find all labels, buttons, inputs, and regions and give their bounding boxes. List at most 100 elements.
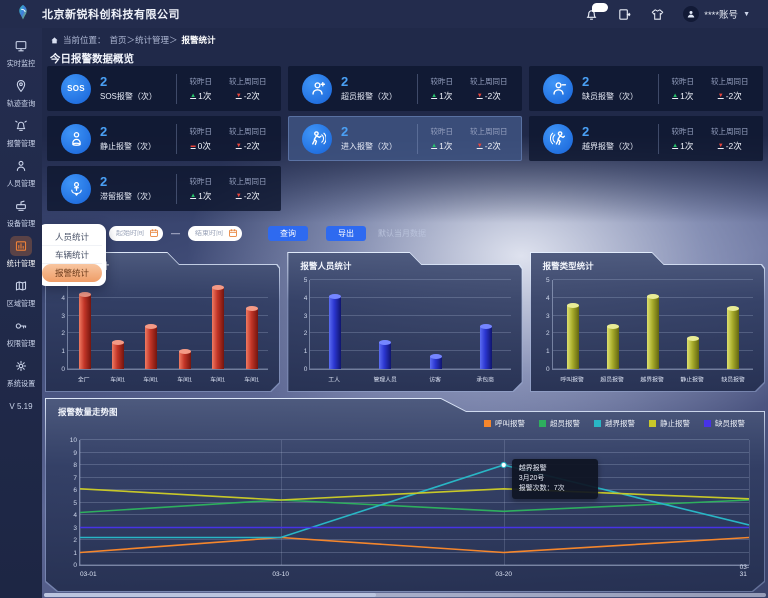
device-icon bbox=[10, 196, 32, 216]
bar-plot: 0 1 2 3 4 bbox=[61, 280, 269, 373]
legend-item-呼叫报警[interactable]: 呼叫报警 bbox=[484, 418, 525, 429]
gridline bbox=[80, 489, 749, 490]
compare-day-label: 较昨日 bbox=[430, 126, 454, 136]
compare-week-label: 较上周同日 bbox=[711, 76, 749, 86]
sidebar-item-label: 统计管理 bbox=[6, 259, 36, 268]
gridline bbox=[280, 440, 282, 565]
trend-up-icon bbox=[190, 93, 196, 99]
x-tick-label: 车间1 bbox=[143, 377, 159, 384]
sidebar-item-区域管理[interactable]: 区域管理 bbox=[0, 276, 42, 309]
compare-week-label: 较上周同日 bbox=[470, 126, 508, 136]
y-tick-label: 1 bbox=[303, 348, 308, 356]
scrollbar-thumb[interactable] bbox=[44, 593, 377, 597]
legend-item-超员报警[interactable]: 超员报警 bbox=[539, 418, 580, 429]
stat-card[interactable]: 2 静止报警（次） 较昨日 0次 较上周同日 -2次 bbox=[47, 116, 281, 161]
trend-flat-icon bbox=[191, 143, 196, 149]
trend-up-icon bbox=[672, 143, 678, 149]
bar-车间1 bbox=[112, 340, 125, 369]
tooltip-title: 越界报警 bbox=[518, 465, 547, 472]
gridline bbox=[68, 350, 269, 352]
sidebar-item-人员管理[interactable]: 人员管理 bbox=[0, 156, 42, 189]
sidebar-item-设备管理[interactable]: 设备管理 bbox=[0, 196, 42, 229]
trend-down-icon bbox=[236, 193, 242, 199]
stat-card[interactable]: 2 超员报警（次） 较昨日 1次 较上周同日 -2次 bbox=[288, 66, 522, 111]
trend-down-icon bbox=[236, 143, 242, 149]
compare-week-label: 较上周同日 bbox=[229, 176, 267, 186]
stat-card[interactable]: 2 滞留报警（次） 较昨日 1次 较上周同日 -2次 bbox=[47, 166, 281, 211]
legend-label: 呼叫报警 bbox=[495, 419, 525, 428]
sidebar-item-轨迹查询[interactable]: 轨迹查询 bbox=[0, 76, 42, 109]
compare-week-label: 较上周同日 bbox=[470, 76, 508, 86]
dropdown-item-人员统计[interactable]: 人员统计 bbox=[42, 228, 102, 246]
query-button[interactable]: 查询 bbox=[268, 225, 309, 241]
sidebar-item-报警管理[interactable]: 报警管理 bbox=[0, 116, 42, 149]
y-tick-label: 0 bbox=[546, 366, 550, 373]
account-menu[interactable]: ****账号 ▼ bbox=[683, 6, 750, 22]
filter-bar: 时间段查询： — 查询 导出 默认当月数据 bbox=[50, 225, 760, 241]
horizontal-scrollbar[interactable] bbox=[44, 593, 766, 597]
y-tick-label: 4 bbox=[303, 294, 308, 302]
compare-day-value: 1次 bbox=[672, 90, 693, 102]
person-stay-icon bbox=[61, 173, 91, 204]
log-panel-icon[interactable] bbox=[617, 7, 632, 22]
card-value: 2 bbox=[341, 124, 349, 139]
y-tick-label: 5 bbox=[73, 499, 77, 507]
legend-item-静止报警[interactable]: 静止报警 bbox=[649, 418, 690, 429]
stat-card[interactable]: 2 缺员报警（次） 较昨日 1次 较上周同日 -2次 bbox=[529, 66, 763, 111]
chart-title: 报警数量走势图 bbox=[58, 407, 118, 417]
main-content: 当前位置： 首页＞统计管理＞ 报警统计 今日报警数据概览 SOS 2 SOS报警（次） 较… bbox=[38, 28, 768, 598]
stat-card[interactable]: 2 越界报警（次） 较昨日 1次 较上周同日 -2次 bbox=[529, 116, 763, 161]
y-tick-label: 4 bbox=[546, 294, 550, 302]
bar-车间1 bbox=[212, 285, 225, 369]
x-tick-label: 缺员报警 bbox=[721, 377, 745, 384]
compare-day-value: 1次 bbox=[672, 140, 693, 152]
compare-day-value: 1次 bbox=[431, 90, 452, 102]
avatar-icon bbox=[683, 6, 700, 22]
legend-item-越界报警[interactable]: 越界报警 bbox=[594, 418, 635, 429]
legend-swatch bbox=[594, 420, 601, 427]
chevron-down-icon: ▼ bbox=[743, 10, 750, 18]
compare-day-label: 较昨日 bbox=[189, 176, 213, 186]
type-chart-panel: 报警类型统计 0 1 2 3 4 5 呼叫报警 超员报警 越界报警 静止报警 缺员报警 bbox=[530, 252, 765, 392]
y-tick-label: 1 bbox=[61, 348, 65, 356]
stat-card[interactable]: 2 进入报警（次） 较昨日 1次 较上周同日 -2次 bbox=[288, 116, 522, 161]
export-button[interactable]: 导出 bbox=[326, 225, 367, 241]
statistics-dropdown: 人员统计 车辆统计 报警统计 bbox=[38, 224, 106, 286]
compare-day-label: 较昨日 bbox=[671, 76, 695, 86]
gridline bbox=[310, 279, 511, 280]
x-tick-label: 承包商 bbox=[476, 377, 495, 384]
y-tick-label: 1 bbox=[546, 348, 550, 356]
compare-day-label: 较昨日 bbox=[671, 126, 695, 136]
chart-title: 报警类型统计 bbox=[542, 261, 594, 271]
sidebar-item-系统设置[interactable]: 系统设置 bbox=[0, 356, 42, 389]
sidebar-item-实时监控[interactable]: 实时监控 bbox=[0, 36, 42, 69]
card-value: 2 bbox=[341, 74, 349, 89]
sidebar-item-label: 实时监控 bbox=[6, 59, 36, 68]
gridline bbox=[68, 296, 269, 298]
stat-card[interactable]: SOS 2 SOS报警（次） 较昨日 1次 较上周同日 -2次 bbox=[47, 66, 281, 111]
start-date-input[interactable] bbox=[109, 225, 164, 241]
compare-week-value: -2次 bbox=[718, 140, 742, 152]
sidebar-item-权限管理[interactable]: 权限管理 bbox=[0, 316, 42, 349]
gridline bbox=[80, 551, 749, 553]
end-date-input[interactable] bbox=[188, 225, 243, 241]
compare-week-value: -2次 bbox=[477, 140, 501, 152]
card-value: 2 bbox=[100, 124, 108, 139]
dropdown-item-车辆统计[interactable]: 车辆统计 bbox=[42, 246, 102, 264]
calendar-icon bbox=[228, 228, 238, 238]
x-tick-label: 车间1 bbox=[210, 377, 226, 384]
company-logo-icon bbox=[19, 4, 27, 20]
bar-缺员报警 bbox=[726, 306, 739, 369]
sidebar-item-label: 轨迹查询 bbox=[6, 99, 36, 108]
alarm-notification-icon[interactable] bbox=[584, 2, 609, 22]
bar-超员报警 bbox=[606, 324, 619, 369]
gridline bbox=[310, 314, 511, 316]
person-minus-icon bbox=[543, 73, 573, 104]
bar-工人 bbox=[329, 294, 342, 369]
sidebar-item-统计管理[interactable]: 统计管理 bbox=[0, 236, 42, 269]
legend-item-缺员报警[interactable]: 缺员报警 bbox=[704, 418, 745, 429]
area-map-icon bbox=[10, 276, 32, 296]
dropdown-item-报警统计[interactable]: 报警统计 bbox=[42, 264, 102, 282]
card-label: SOS报警（次） bbox=[100, 92, 157, 101]
theme-shirt-icon[interactable] bbox=[650, 7, 665, 22]
